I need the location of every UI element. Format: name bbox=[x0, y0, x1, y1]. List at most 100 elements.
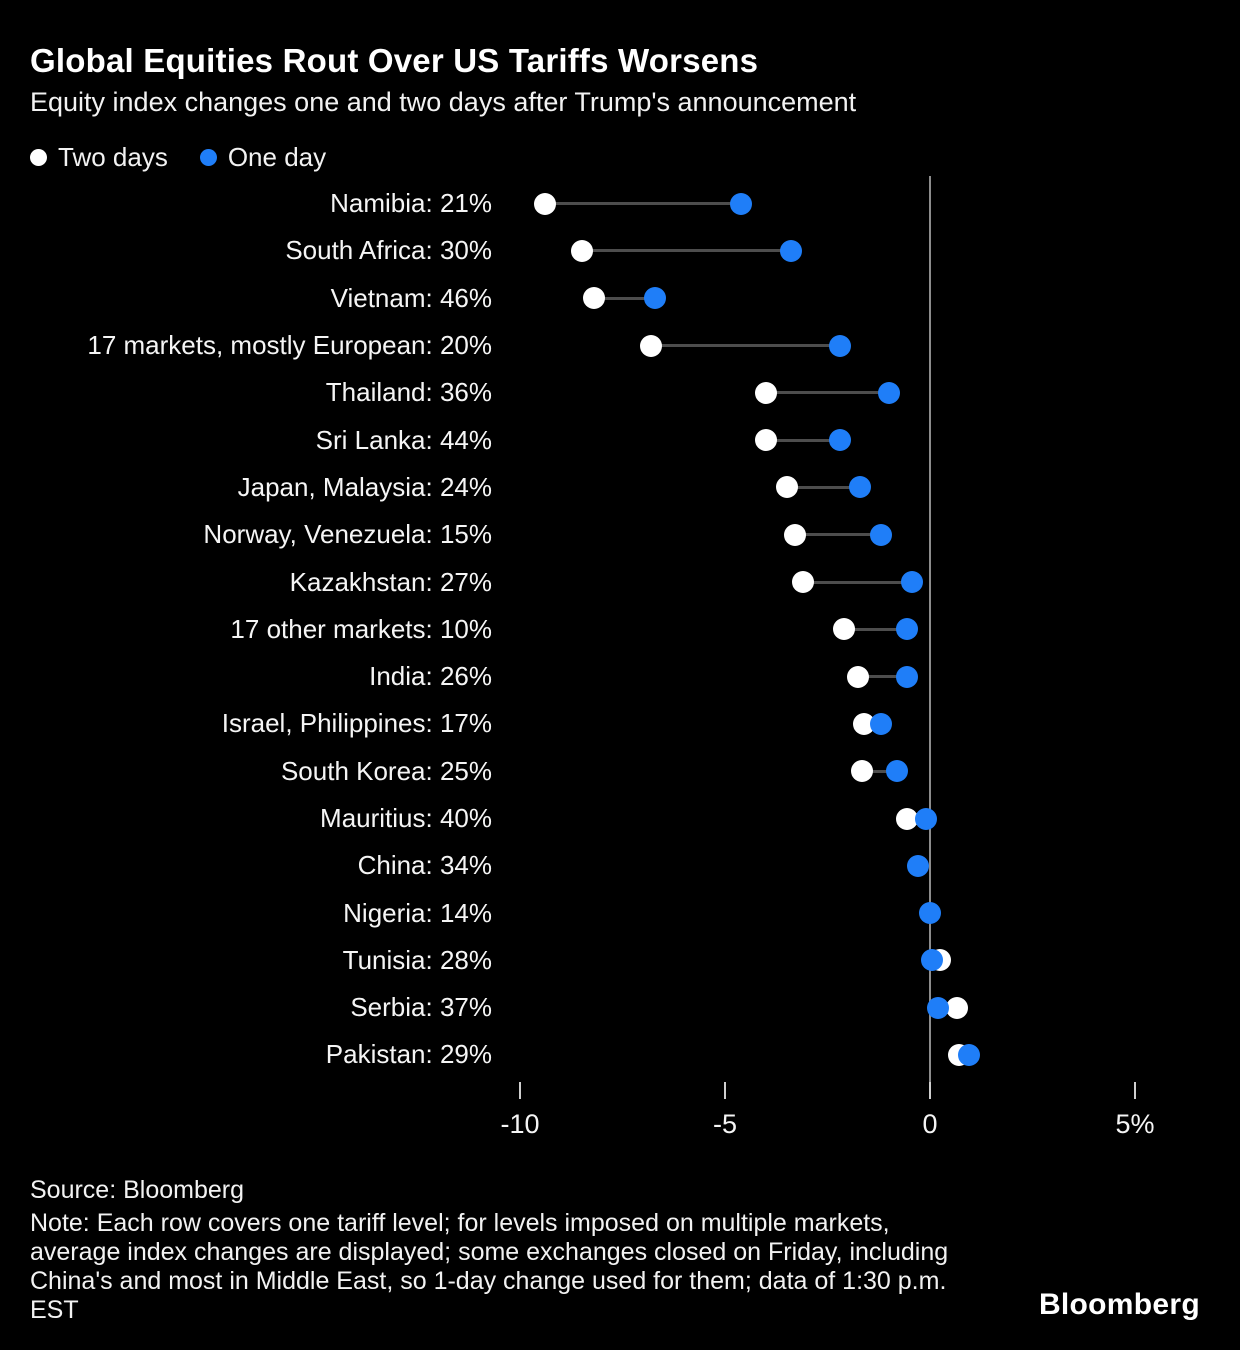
x-tick-label: -5 bbox=[712, 1109, 737, 1139]
one-day-dot bbox=[828, 334, 851, 357]
one-day-dot bbox=[896, 665, 919, 688]
one-day-dot bbox=[869, 523, 892, 546]
connector-line bbox=[581, 249, 791, 253]
x-tick bbox=[519, 1082, 521, 1099]
chart-row: Israel, Philippines: 17% bbox=[0, 700, 1240, 747]
x-tick bbox=[724, 1082, 726, 1099]
two-days-dot bbox=[582, 287, 605, 310]
row-label: Tunisia: 28% bbox=[342, 944, 492, 975]
two-days-dot bbox=[851, 760, 874, 783]
connector-line bbox=[593, 296, 656, 300]
chart-row: Vietnam: 46% bbox=[0, 275, 1240, 322]
chart-row: China: 34% bbox=[0, 842, 1240, 889]
chart-row: Norway, Venezuela: 15% bbox=[0, 511, 1240, 558]
page-title: Global Equities Rout Over US Tariffs Wor… bbox=[30, 42, 759, 79]
row-label: Namibia: 21% bbox=[330, 188, 492, 219]
two-days-dot bbox=[640, 334, 663, 357]
one-day-legend-dot-icon bbox=[199, 149, 217, 166]
two-days-dot bbox=[945, 996, 968, 1019]
connector-line bbox=[544, 202, 742, 206]
two-days-dot bbox=[783, 523, 806, 546]
one-day-dot bbox=[921, 949, 944, 972]
chart-row: 17 other markets: 10% bbox=[0, 606, 1240, 653]
chart-row: Serbia: 37% bbox=[0, 984, 1240, 1031]
two-days-dot bbox=[847, 665, 870, 688]
one-day-dot bbox=[869, 712, 892, 735]
x-axis: -10 -5 0 5% bbox=[0, 1082, 1240, 1152]
one-day-dot bbox=[828, 429, 851, 452]
chart-row: Japan, Malaysia: 24% bbox=[0, 464, 1240, 511]
row-label: South Africa: 30% bbox=[285, 235, 492, 266]
row-label: Serbia: 37% bbox=[350, 992, 492, 1023]
one-day-dot bbox=[914, 807, 937, 830]
one-day-dot bbox=[886, 760, 909, 783]
chart-row: Sri Lanka: 44% bbox=[0, 416, 1240, 463]
chart-row: Namibia: 21% bbox=[0, 180, 1240, 227]
one-day-dot bbox=[919, 902, 941, 925]
one-day-dot bbox=[730, 192, 753, 215]
one-day-dot bbox=[878, 381, 900, 404]
bloomberg-logo: Bloomberg bbox=[1038, 1288, 1200, 1321]
two-days-dot bbox=[755, 381, 777, 404]
chart-row: Mauritius: 40% bbox=[0, 795, 1240, 842]
chart-row: India: 26% bbox=[0, 653, 1240, 700]
connector-line bbox=[802, 580, 912, 584]
one-day-dot bbox=[779, 239, 802, 262]
chart-row: South Korea: 25% bbox=[0, 748, 1240, 795]
legend-label-one-day: One day bbox=[227, 142, 327, 172]
legend-item-one-day: One day bbox=[199, 142, 327, 173]
row-label: Japan, Malaysia: 24% bbox=[237, 471, 492, 502]
connector-line bbox=[858, 675, 908, 679]
two-days-dot bbox=[755, 429, 777, 452]
chart-rows: Namibia: 21% South Africa: 30% Vietnam: 46… bbox=[0, 180, 1240, 1079]
one-day-dot bbox=[644, 287, 667, 310]
x-tick bbox=[929, 1082, 931, 1099]
two-days-legend-dot-icon bbox=[30, 149, 47, 166]
row-label: Kazakhstan: 27% bbox=[289, 566, 492, 597]
row-label: South Korea: 25% bbox=[280, 755, 492, 786]
two-days-dot bbox=[896, 807, 919, 830]
connector-line bbox=[766, 391, 889, 395]
chart-row: South Africa: 30% bbox=[0, 227, 1240, 274]
source-text: Source: Bloomberg bbox=[30, 1176, 245, 1204]
row-label: 17 markets, mostly European: 20% bbox=[87, 330, 492, 361]
legend-item-two-days: Two days bbox=[30, 142, 168, 173]
chart-row: 17 markets, mostly European: 20% bbox=[0, 322, 1240, 369]
chart-row: Pakistan: 29% bbox=[0, 1031, 1240, 1078]
one-day-dot bbox=[849, 476, 872, 499]
connector-line bbox=[794, 533, 881, 537]
row-label: Sri Lanka: 44% bbox=[315, 424, 492, 455]
chart-subtitle: Equity index changes one and two days af… bbox=[30, 87, 857, 117]
row-label: China: 34% bbox=[357, 850, 492, 881]
connector-line bbox=[862, 769, 898, 773]
connector-line bbox=[651, 344, 840, 348]
row-label: India: 26% bbox=[369, 661, 492, 692]
row-label: Norway, Venezuela: 15% bbox=[203, 519, 492, 550]
row-label: 17 other markets: 10% bbox=[230, 613, 492, 644]
chart-row: Thailand: 36% bbox=[0, 369, 1240, 416]
connector-line bbox=[786, 485, 861, 489]
x-tick-label: 0 bbox=[922, 1109, 938, 1139]
chart-row: Nigeria: 14% bbox=[0, 889, 1240, 936]
row-label: Pakistan: 29% bbox=[325, 1039, 492, 1070]
x-tick bbox=[1134, 1082, 1136, 1099]
one-day-dot bbox=[927, 996, 950, 1019]
note-text: Note: Each row covers one tariff level; … bbox=[30, 1209, 949, 1324]
zero-gridline bbox=[929, 176, 931, 1082]
legend-label-two-days: Two days bbox=[58, 142, 168, 172]
two-days-dot bbox=[775, 476, 798, 499]
row-label: Mauritius: 40% bbox=[320, 803, 492, 833]
row-label: Israel, Philippines: 17% bbox=[221, 708, 492, 739]
row-label: Vietnam: 46% bbox=[330, 282, 492, 313]
x-tick-label: -10 bbox=[500, 1109, 540, 1139]
row-label: Nigeria: 14% bbox=[343, 897, 492, 928]
connector-line bbox=[766, 438, 840, 442]
two-days-dot bbox=[791, 571, 814, 594]
footer: Source: Bloomberg Note: Each row covers … bbox=[30, 1176, 978, 1325]
two-days-dot bbox=[533, 192, 556, 215]
x-tick-label: 5% bbox=[1115, 1109, 1155, 1139]
one-day-dot bbox=[900, 571, 923, 594]
chart-row: Kazakhstan: 27% bbox=[0, 558, 1240, 605]
two-days-dot bbox=[832, 618, 855, 641]
